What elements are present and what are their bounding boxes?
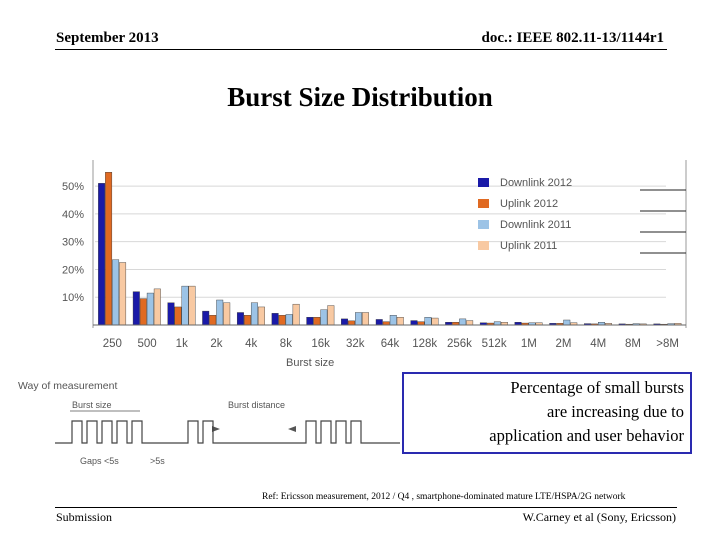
legend-label: Uplink 2011 — [500, 240, 557, 252]
legend-label: Uplink 2012 — [500, 198, 558, 210]
x-tick-label: 4M — [590, 338, 606, 350]
bar — [341, 318, 348, 326]
chart-x-axis-title: Burst size — [286, 357, 334, 369]
footer-authors: W.Carney et al (Sony, Ericsson) — [522, 510, 676, 524]
bar — [250, 302, 258, 326]
reference-note: Ref: Ericsson measurement, 2012 / Q4 , s… — [262, 492, 626, 502]
footer-submission: Submission — [56, 510, 113, 524]
bar — [348, 320, 355, 326]
x-tick-label: 500 — [137, 338, 156, 350]
bar — [410, 320, 418, 326]
callout-line-3: application and user behavior — [489, 426, 684, 445]
x-tick-label: 128k — [412, 338, 437, 350]
x-tick-label: 1M — [521, 338, 537, 350]
bar — [313, 317, 321, 326]
bar — [285, 314, 293, 326]
chart-bars — [98, 172, 682, 326]
bar — [396, 317, 404, 326]
bar — [278, 315, 286, 326]
bar — [216, 299, 224, 326]
x-tick-label: 8k — [280, 338, 292, 350]
x-tick-label: >8M — [656, 338, 679, 350]
legend-swatch — [478, 241, 489, 250]
bar — [389, 315, 397, 326]
bar — [355, 312, 362, 326]
bar — [236, 312, 244, 326]
bar — [139, 298, 147, 326]
bar — [188, 285, 196, 326]
y-tick-label: 40% — [62, 209, 84, 221]
x-tick-label: 4k — [245, 338, 257, 350]
gaps-label: Gaps <5s — [80, 456, 119, 466]
slide-title: Burst Size Distribution — [227, 82, 493, 112]
bar — [306, 317, 314, 326]
bar — [257, 306, 265, 326]
legend-swatch — [478, 199, 489, 208]
x-tick-label: 1k — [176, 338, 188, 350]
legend-swatch — [478, 178, 489, 187]
bar — [375, 319, 383, 326]
bar — [132, 291, 140, 326]
bar — [167, 302, 175, 326]
bar — [466, 320, 474, 326]
bar — [362, 312, 369, 326]
bar — [223, 302, 231, 326]
bar — [202, 310, 210, 326]
pulse-train — [55, 420, 400, 444]
callout-box: Percentage of small bursts are increasin… — [402, 372, 692, 454]
x-tick-label: 64k — [381, 338, 400, 350]
burst-distance-arrows — [212, 426, 296, 432]
bar — [119, 262, 127, 326]
bar — [327, 305, 335, 326]
legend-label: Downlink 2012 — [500, 177, 572, 189]
bar — [424, 317, 432, 326]
chart-legend: Downlink 2012 Uplink 2012 Downlink 2011 Upl… — [478, 177, 686, 254]
bar — [243, 315, 251, 326]
header-divider — [55, 49, 667, 50]
y-tick-label: 50% — [62, 181, 84, 193]
bar — [146, 292, 154, 326]
gt-5s-label: >5s — [150, 456, 165, 466]
x-tick-label: 512k — [482, 338, 507, 350]
y-tick-label: 20% — [62, 264, 84, 276]
legend-swatch — [478, 220, 489, 229]
header-doc-id: doc.: IEEE 802.11-13/1144r1 — [481, 30, 664, 46]
x-tick-label: 2M — [556, 338, 572, 350]
footer-divider — [55, 507, 677, 508]
x-tick-label: 2k — [210, 338, 222, 350]
chart-gridlines — [95, 185, 666, 298]
y-tick-label: 10% — [62, 292, 84, 304]
bar — [292, 303, 300, 326]
bar — [153, 288, 161, 326]
bar — [112, 259, 120, 326]
bar — [98, 183, 106, 326]
y-tick-label: 30% — [62, 237, 84, 249]
bar — [271, 313, 279, 326]
x-tick-label: 8M — [625, 338, 641, 350]
x-tick-label: 16k — [311, 338, 330, 350]
x-tick-label: 32k — [346, 338, 365, 350]
bar — [181, 285, 189, 326]
callout-line-2: are increasing due to — [547, 402, 684, 421]
burst-size-label: Burst size — [72, 400, 112, 410]
bar — [320, 309, 328, 326]
measurement-title: Way of measurement — [18, 380, 117, 392]
bar — [459, 318, 467, 326]
bar — [105, 172, 113, 326]
chart-y-ticks: 10% 20% 30% 40% 50% — [62, 181, 84, 304]
burst-size-chart: 10% 20% 30% 40% 50% 250 500 1k 2k 4k 8k 16k 32k 64k 1… — [18, 160, 687, 466]
bar — [174, 306, 182, 326]
x-tick-label: 250 — [103, 338, 122, 350]
burst-distance-label: Burst distance — [228, 400, 285, 410]
callout-line-1: Percentage of small bursts — [510, 378, 684, 397]
chart-x-ticks: 250 500 1k 2k 4k 8k 16k 32k 64k 128k 256k 512k 1M 2M 4… — [103, 338, 679, 350]
x-tick-label: 256k — [447, 338, 472, 350]
bar — [209, 315, 217, 326]
legend-label: Downlink 2011 — [500, 219, 571, 231]
bar — [563, 319, 571, 326]
bar — [431, 317, 439, 326]
header-date: September 2013 — [56, 30, 159, 46]
